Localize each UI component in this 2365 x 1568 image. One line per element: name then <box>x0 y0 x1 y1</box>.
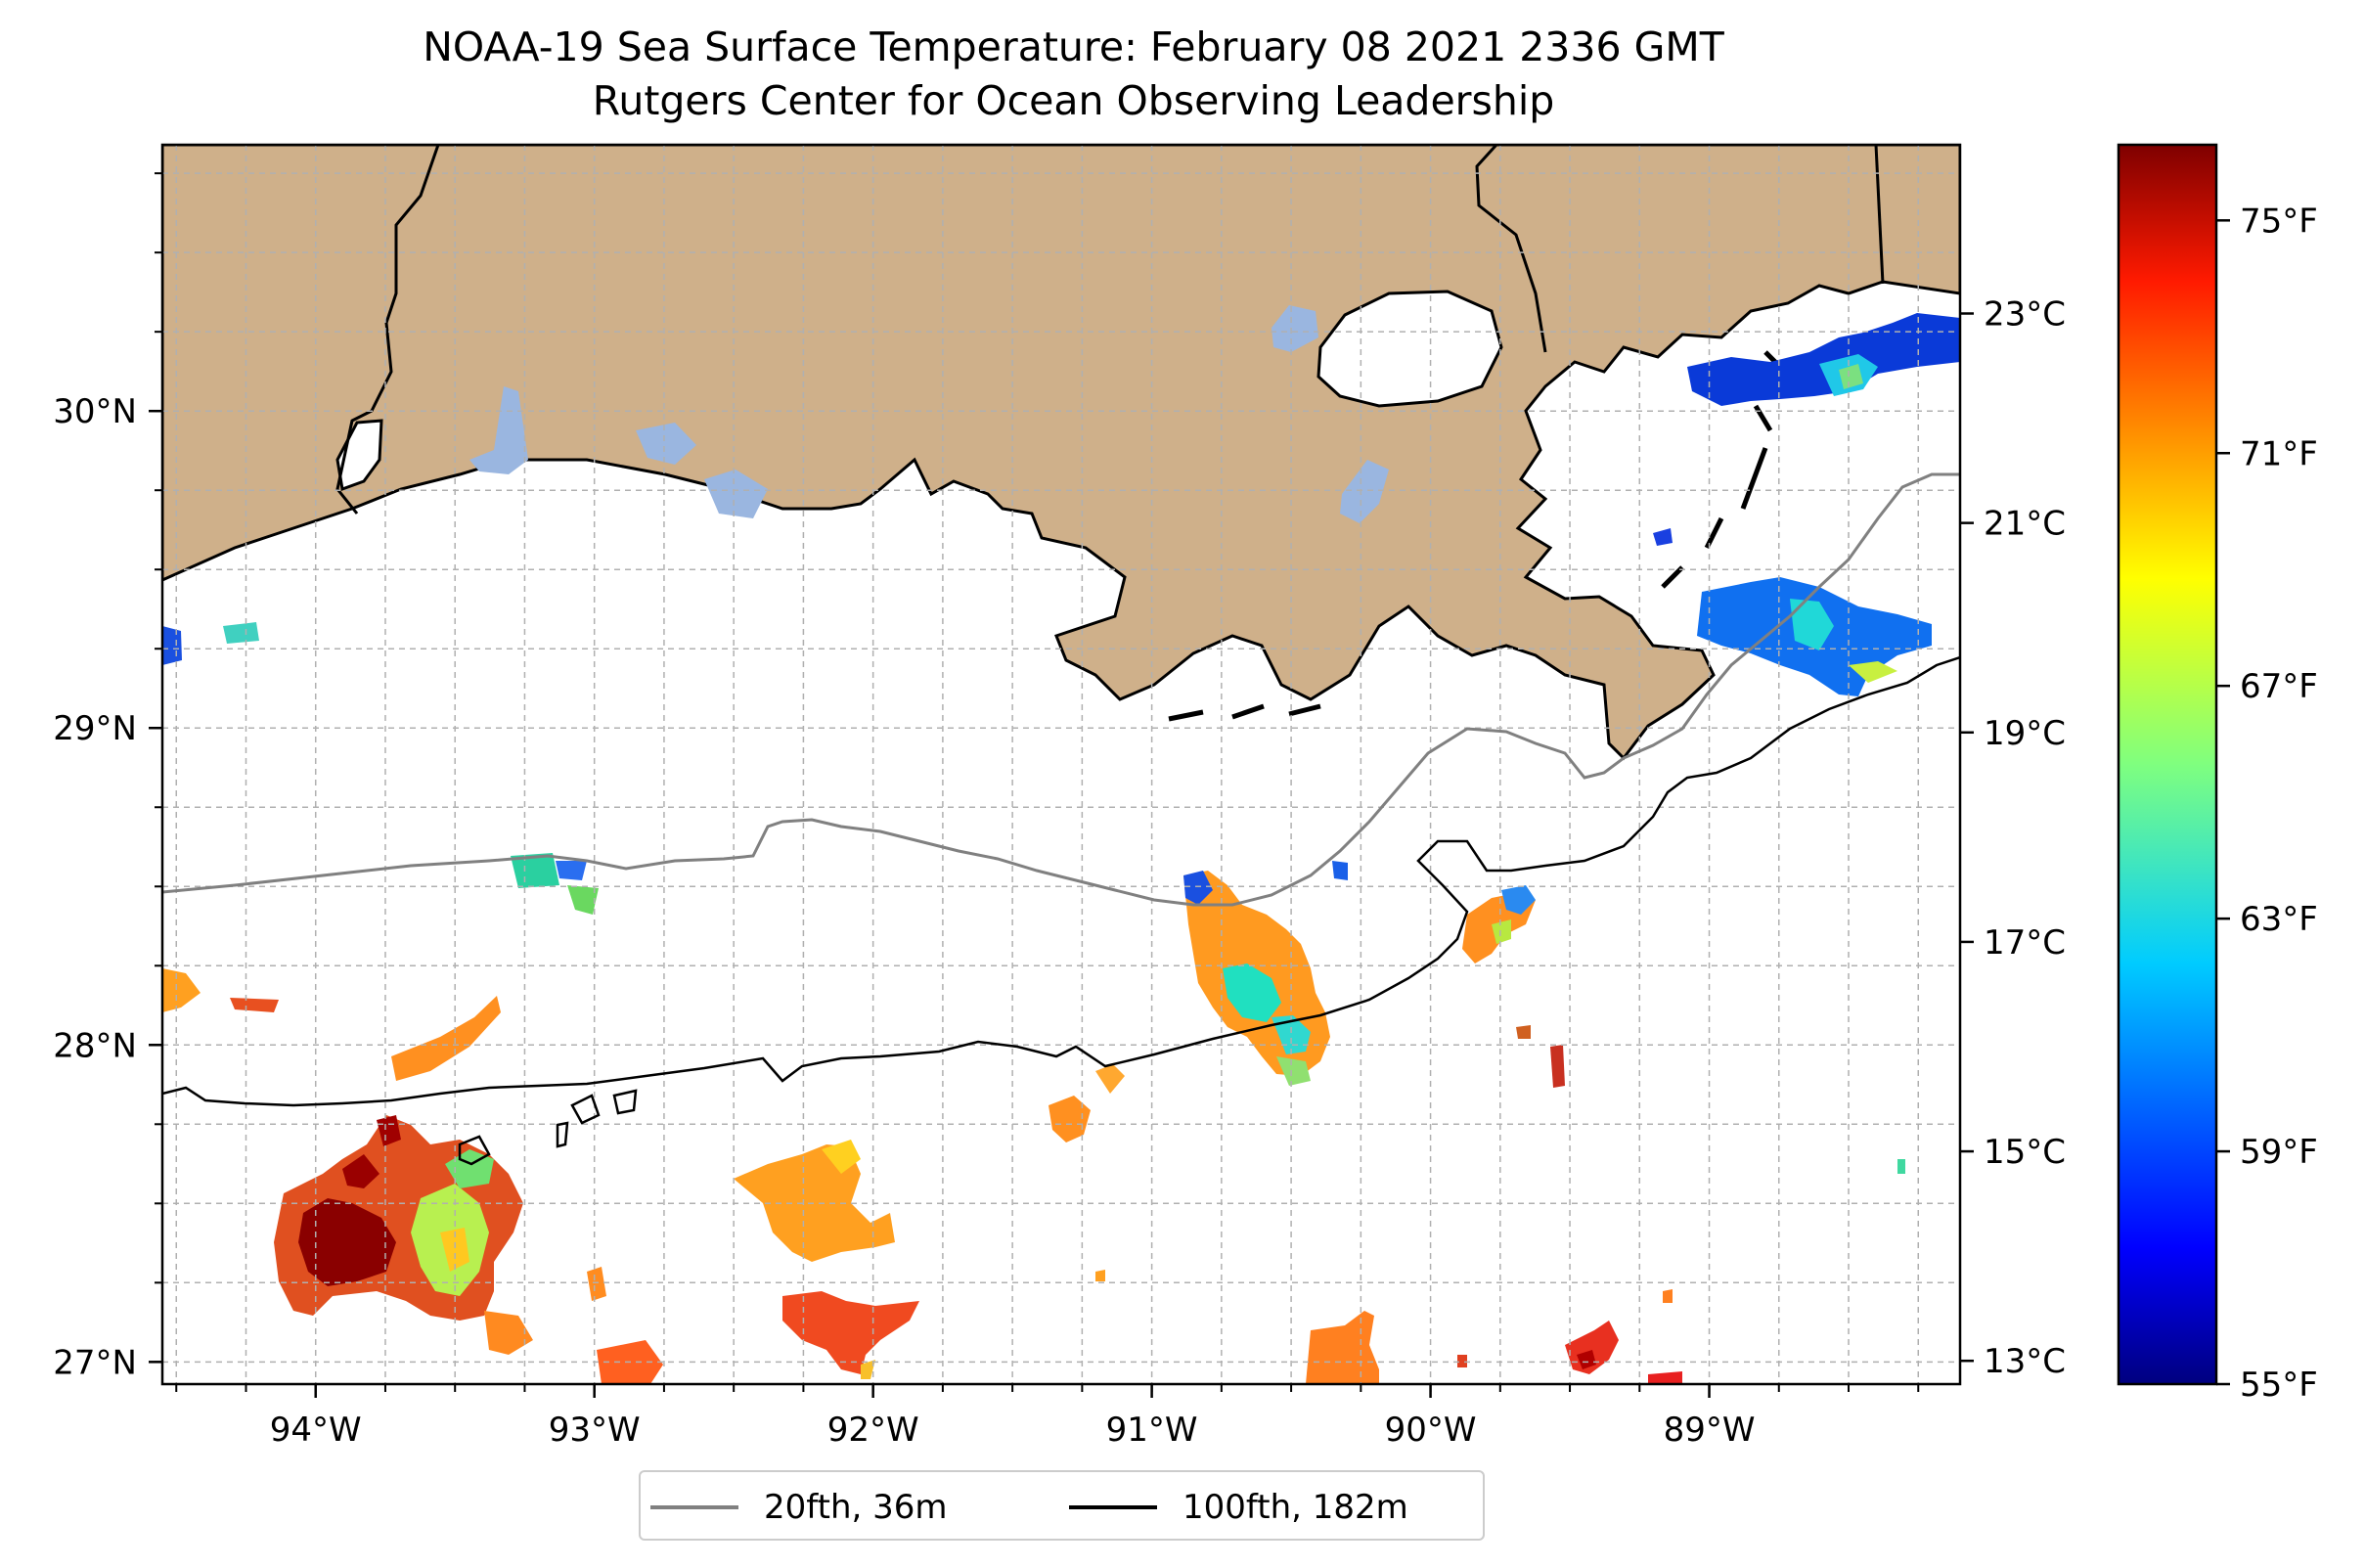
map-axes: 94°W 93°W 92°W 91°W 90°W 89°W 30°N 29°N 28°N 27°N <box>53 172 1920 1450</box>
isobath-100fth <box>162 655 1960 1107</box>
c-tick-label: 17°C <box>1984 923 2066 963</box>
chart-subtitle: Rutgers Center for Ocean Observing Leade… <box>592 77 1555 124</box>
state-border <box>1475 145 1547 353</box>
lake-calcasieu <box>335 419 383 492</box>
lat-tick-label: 28°N <box>53 1026 137 1065</box>
lon-tick-label: 92°W <box>827 1411 919 1450</box>
lake <box>704 470 768 518</box>
lon-tick-label: 90°W <box>1385 1411 1477 1450</box>
legend-item-20fth: 20fth, 36m <box>650 1488 948 1527</box>
legend-label: 100fth, 182m <box>1182 1488 1408 1527</box>
land <box>162 145 1960 761</box>
state-border <box>1874 145 1885 285</box>
legend-line-black <box>1069 1505 1157 1509</box>
colorbar-gradient <box>2117 143 2218 1386</box>
lake <box>1340 460 1389 523</box>
c-tick-label: 19°C <box>1984 714 2066 753</box>
legend-item-100fth: 100fth, 182m <box>1069 1488 1408 1527</box>
f-tick-label: 55°F <box>2240 1366 2318 1405</box>
lake <box>636 423 696 465</box>
f-tick-label: 59°F <box>2240 1133 2318 1172</box>
c-tick-label: 23°C <box>1984 295 2066 335</box>
f-tick-label: 63°F <box>2240 900 2318 939</box>
bank-contour <box>458 1089 638 1166</box>
lat-tick-label: 27°N <box>53 1343 137 1382</box>
lon-tick-label: 89°W <box>1664 1411 1756 1450</box>
legend-label: 20fth, 36m <box>764 1488 948 1527</box>
f-tick-label: 67°F <box>2240 667 2318 706</box>
c-tick-label: 21°C <box>1984 505 2066 544</box>
f-tick-label: 75°F <box>2240 202 2318 241</box>
lake <box>469 386 528 474</box>
sst-pixels <box>162 313 1960 1384</box>
state-border <box>335 145 440 515</box>
lon-tick-label: 94°W <box>270 1411 362 1450</box>
c-tick-label: 13°C <box>1984 1342 2066 1381</box>
lon-tick-label: 93°W <box>549 1411 641 1450</box>
gridlines <box>162 145 1960 1384</box>
lat-tick-label: 30°N <box>53 392 137 431</box>
lon-tick-label: 91°W <box>1106 1411 1198 1450</box>
legend-line-gray <box>650 1505 738 1509</box>
chart-title: NOAA-19 Sea Surface Temperature: Februar… <box>423 23 1724 70</box>
isobath-20fth <box>162 472 1960 907</box>
lake-pontchartrain <box>1316 290 1503 408</box>
map-frame <box>160 143 1962 1386</box>
f-tick-label: 71°F <box>2240 434 2318 473</box>
legend: 20fth, 36m 100fth, 182m <box>639 1470 1485 1541</box>
colorbar-ticks: 75°F 71°F 67°F 63°F 59°F 55°F 23°C 21°C 19°C 17°C… <box>1960 202 2318 1405</box>
lake <box>1272 305 1318 352</box>
lat-tick-label: 29°N <box>53 709 137 748</box>
c-tick-label: 15°C <box>1984 1133 2066 1172</box>
